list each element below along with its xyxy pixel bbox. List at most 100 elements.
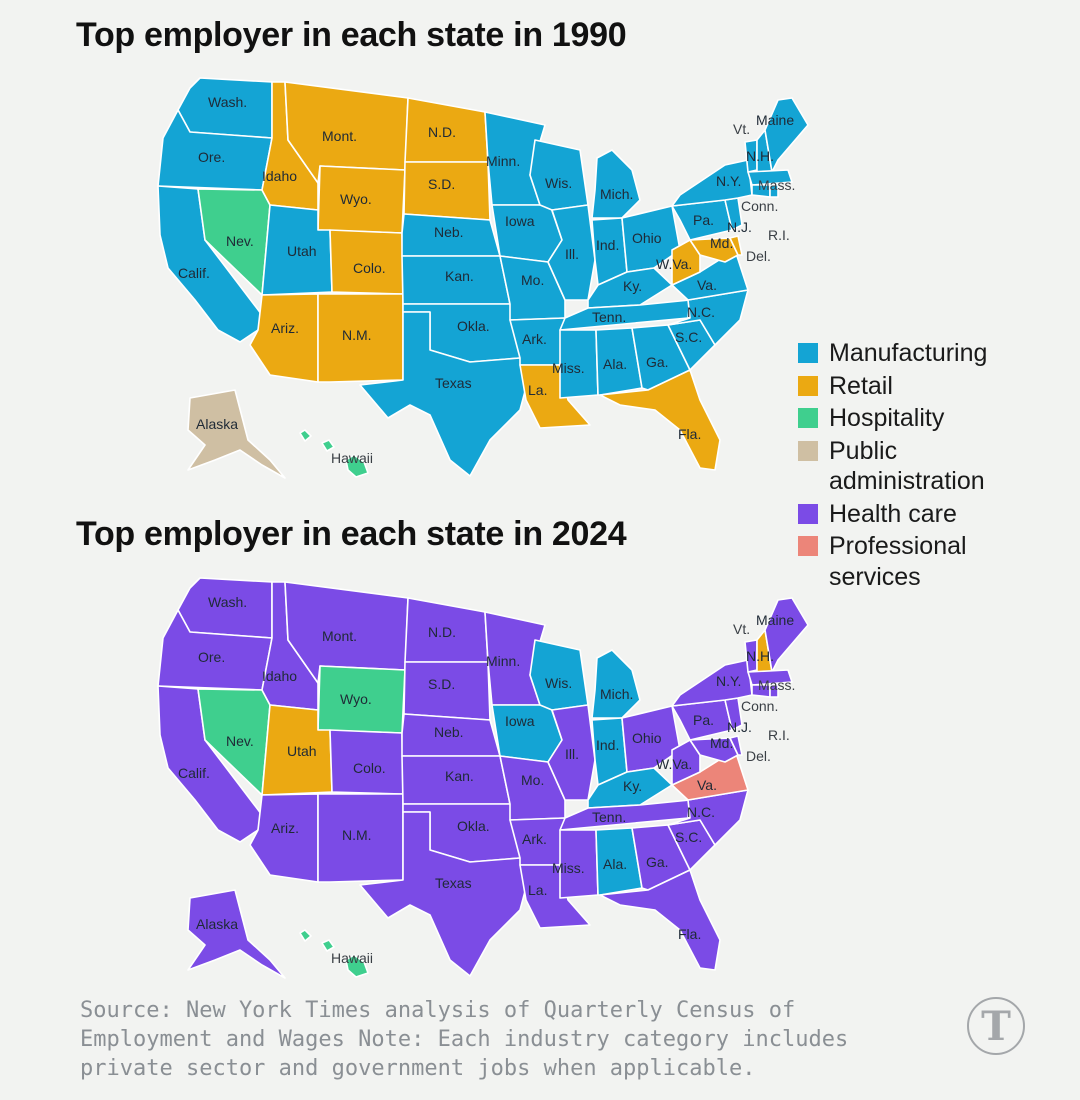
state-label-wa: Wash. [208,94,247,110]
state-nc [667,289,749,346]
state-label-nc: N.C. [687,804,715,820]
state-il [547,704,596,801]
us-map-1990: Wash. Ore. Calif. Idaho Nev. Mont. Wyo. Utah Ari… [157,77,809,479]
state-label-nv: Nev. [226,233,254,249]
state-label-ok: Okla. [457,818,490,834]
svg-text:T: T [981,1003,1011,1050]
state-label-sc: S.C. [675,829,702,845]
state-md [689,237,739,263]
state-de [729,735,743,756]
state-label-ri: R.I. [768,727,790,743]
state-label-ky: Ky. [623,278,642,294]
state-label-nm: N.M. [342,327,372,343]
state-label-mn: Minn. [486,153,520,169]
state-ri [769,684,779,698]
state-label-ct: Conn. [741,198,778,214]
state-label-ia: Iowa [505,713,535,729]
legend-swatch [798,536,818,556]
state-label-nd: N.D. [428,124,456,140]
state-label-ca: Calif. [178,265,210,281]
legend-swatch [798,408,818,428]
legend-swatch [798,440,818,461]
state-label-mt: Mont. [322,628,357,644]
state-label-or: Ore. [198,149,225,165]
state-hi [299,429,369,478]
state-md [689,737,739,763]
state-label-tx: Texas [435,375,472,391]
state-label-la: La. [528,882,547,898]
state-label-ga: Ga. [646,854,669,870]
state-label-wi: Wis. [545,175,572,191]
state-label-ia: Iowa [505,213,535,229]
state-ri [769,184,779,198]
state-label-ne: Neb. [434,224,464,240]
state-label-nj: N.J. [727,219,752,235]
state-tx [359,311,529,477]
state-label-me: Maine [756,112,794,128]
state-label-wa: Wash. [208,594,247,610]
state-label-wv: W.Va. [656,256,692,272]
state-label-ms: Miss. [552,360,585,376]
state-label-nd: N.D. [428,624,456,640]
state-ms [559,329,599,399]
state-ma [747,669,793,686]
state-label-ne: Neb. [434,724,464,740]
legend: Manufacturing Retail Hospitality Public … [798,338,1038,594]
state-label-ok: Okla. [457,318,490,334]
legend-label: Public administration [829,436,985,496]
legend-label: Manufacturing [829,339,988,367]
state-label-ri: R.I. [768,227,790,243]
state-label-fl: Fla. [678,426,701,442]
state-al [595,827,643,896]
state-label-me: Maine [756,612,794,628]
legend-swatch [798,343,818,363]
state-label-mt: Mont. [322,128,357,144]
state-label-tn: Tenn. [592,309,626,325]
state-ny [671,659,753,707]
state-label-la: La. [528,382,547,398]
state-fl [599,369,721,471]
legend-item-manufacturing: Manufacturing [798,338,1038,369]
state-label-mn: Minn. [486,653,520,669]
state-label-in: Ind. [596,737,619,753]
state-az [249,793,319,883]
state-label-hi: Hawaii [331,950,373,966]
state-label-oh: Ohio [632,230,662,246]
state-label-md: Md. [710,735,733,751]
state-al [595,327,643,396]
map-title-2024: Top employer in each state in 2024 [76,515,627,553]
state-label-il: Ill. [565,246,579,262]
state-ak [187,389,286,479]
state-label-ut: Utah [287,743,317,759]
legend-swatch [798,375,818,396]
state-label-tx: Texas [435,875,472,891]
state-label-ar: Ark. [522,831,547,847]
legend-item-professional-services: Professional services [798,531,1038,592]
state-label-nh: N.H. [746,648,774,664]
state-label-nh: N.H. [746,148,774,164]
state-label-mi: Mich. [600,186,633,202]
legend-swatch [798,503,818,524]
state-label-fl: Fla. [678,926,701,942]
legend-item-health-care: Health care [798,499,1038,530]
legend-label: Professional services [829,532,967,591]
state-il [547,204,596,301]
state-az [249,293,319,383]
state-label-ms: Miss. [552,860,585,876]
state-label-sd: S.D. [428,676,455,692]
legend-item-retail: Retail [798,371,1038,402]
state-nm [317,793,404,883]
state-label-co: Colo. [353,760,386,776]
nyt-logo-icon: T [967,997,1025,1055]
state-nm [317,293,404,383]
legend-item-hospitality: Hospitality [798,403,1038,434]
state-label-md: Md. [710,235,733,251]
state-label-tn: Tenn. [592,809,626,825]
state-label-ma: Mass. [758,677,795,693]
state-label-ks: Kan. [445,268,474,284]
state-label-id: Idaho [262,668,297,684]
state-label-ny: N.Y. [716,673,741,689]
state-oh [621,205,681,273]
state-label-sd: S.D. [428,176,455,192]
state-label-oh: Ohio [632,730,662,746]
